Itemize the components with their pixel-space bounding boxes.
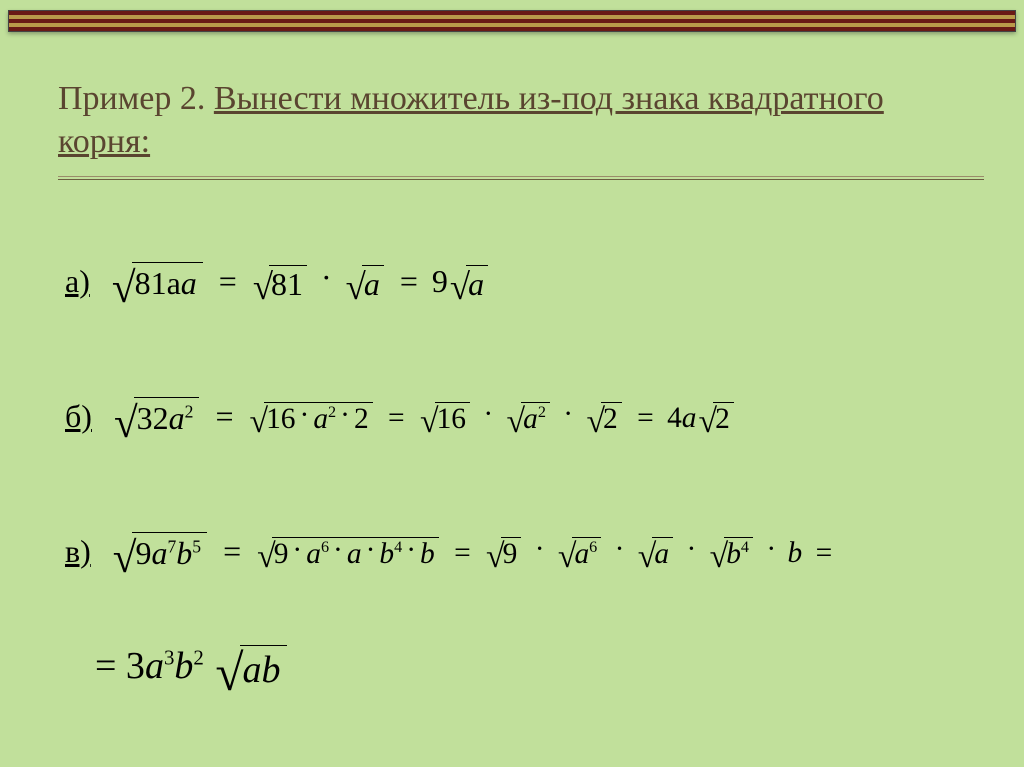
sqrt-icon: √81aa	[112, 260, 203, 309]
heading-prefix: Пример 2.	[58, 80, 214, 117]
sqrt-icon: √a6	[558, 536, 601, 574]
sqrt-icon: √ab	[215, 640, 286, 699]
slide-heading: Пример 2. Вынести множитель из-под знака…	[58, 78, 966, 163]
equation-row-c: в) √9a7b5 = √9·a6·a·b4·b = √9 · √a6 · √a…	[65, 530, 838, 579]
sqrt-icon: √a2	[507, 401, 550, 439]
sqrt-icon: √16·a2·2	[249, 401, 372, 439]
sqrt-icon: √2	[586, 401, 621, 439]
sqrt-icon: √32a2	[114, 395, 200, 444]
sqrt-icon: √a	[638, 536, 673, 574]
equals: =	[213, 263, 243, 299]
sqrt-icon: √a	[450, 263, 488, 306]
row-b-label: б)	[65, 398, 92, 434]
sqrt-icon: √9a7b5	[113, 530, 207, 579]
heading-rule	[58, 176, 984, 180]
slide-top-border	[8, 10, 1016, 32]
equation-row-c-result: = 3a3b2 √ab	[95, 640, 289, 699]
equation-row-a: а) √81aa = √81 · √a = 9√a	[65, 260, 490, 309]
row-a-label: а)	[65, 263, 90, 299]
sqrt-icon: √9·a6·a·b4·b	[257, 536, 439, 574]
sqrt-icon: √81	[253, 263, 307, 306]
sqrt-icon: √a	[346, 263, 384, 306]
sqrt-icon: √b4	[710, 536, 753, 574]
row-c-label: в)	[65, 533, 91, 569]
equation-row-b: б) √32a2 = √16·a2·2 = √16 · √a2 · √2 = 4…	[65, 395, 736, 444]
sqrt-icon: √2	[699, 401, 734, 439]
sqrt-icon: √16	[420, 401, 470, 439]
sqrt-icon: √9	[486, 536, 521, 574]
